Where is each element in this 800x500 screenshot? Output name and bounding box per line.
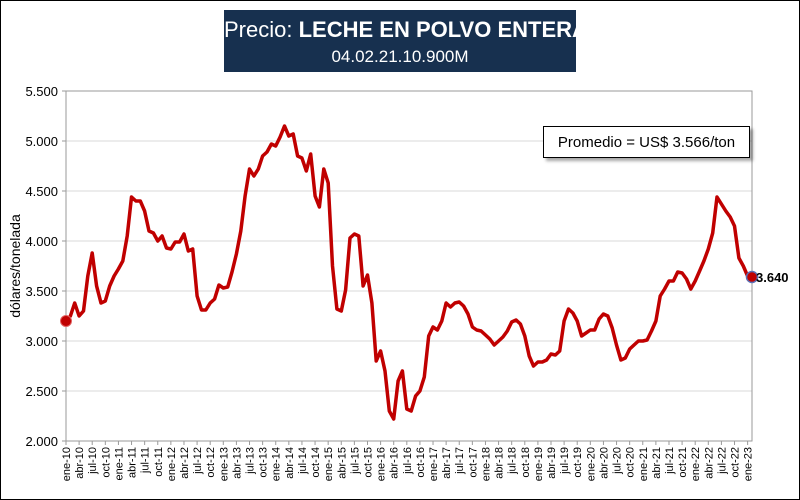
x-tick-label: jul-18 [507,447,519,475]
x-tick-label: oct-10 [100,447,112,478]
x-tick-label: abr-20 [598,447,610,479]
x-tick-label: ene-23 [743,447,755,481]
x-tick-label: oct-22 [730,447,742,478]
x-axis: ene-10 abr-10 jul-10 oct-10 ene-11 abr-11 jul-… [61,441,755,481]
x-tick-label: oct-19 [572,447,584,478]
y-tick-label: 2.500 [25,384,58,399]
y-tick-label: 3.000 [25,334,58,349]
x-tick-label: ene-20 [585,447,597,481]
first-point-marker [60,315,72,327]
x-tick-label: oct-16 [415,447,427,478]
x-tick-label: oct-21 [677,447,689,478]
plot-area [65,90,753,442]
x-tick-label: oct-14 [310,447,322,478]
x-tick-label: ene-12 [166,447,178,481]
x-tick-label: abr-14 [284,447,296,479]
y-axis: 2.000 2.500 3.000 3.500 4.000 4.500 5.000 5.500 [25,84,66,449]
x-tick-label: ene-16 [376,447,388,481]
subtitle-code: 04.02.21.10.900M [331,47,469,66]
title: Precio: LECHE EN POLVO ENTERA [224,17,588,42]
x-tick-label: jul-22 [716,447,728,475]
x-tick-label: abr-10 [74,447,86,479]
x-tick-label: ene-21 [638,447,650,481]
x-tick-label: jul-12 [192,447,204,475]
series-line [64,124,754,421]
x-tick-label: ene-19 [533,447,545,481]
title-prefix: Precio: [224,17,293,42]
x-tick-label: abr-19 [546,447,558,479]
x-tick-label: abr-18 [494,447,506,479]
x-tick-label: jul-16 [402,447,414,475]
x-tick-label: jul-14 [297,447,309,475]
x-tick-label: abr-21 [651,447,663,479]
x-tick-label: jul-13 [245,447,257,475]
x-tick-label: ene-10 [61,447,73,481]
grid-lines [66,140,752,392]
last-value-label: 3.640 [756,270,789,285]
x-tick-label: oct-17 [467,447,479,478]
x-tick-label: abr-11 [127,447,139,478]
x-tick-label: oct-15 [362,447,374,478]
x-tick-label: jul-10 [87,447,99,475]
y-tick-label: 4.500 [25,184,58,199]
x-tick-label: ene-11 [113,447,125,480]
x-tick-label: oct-11 [153,447,165,477]
y-tick-label: 2.000 [25,434,58,449]
y-tick-label: 4.000 [25,234,58,249]
x-tick-label: abr-13 [231,447,243,479]
title-product: LECHE EN POLVO ENTERA [298,17,588,42]
last-point-marker [745,270,759,284]
x-tick-label: jul-17 [454,447,466,475]
y-tick-label: 5.000 [25,134,58,149]
x-tick-label: ene-22 [690,447,702,481]
x-tick-label: ene-18 [480,447,492,481]
average-annotation: Promedio = US$ 3.566/ton [543,126,750,158]
title-box: Precio: LECHE EN POLVO ENTERA 04.02.21.1… [224,10,588,72]
x-tick-label: oct-18 [520,447,532,478]
x-tick-label: ene-17 [428,447,440,481]
x-tick-label: oct-20 [625,447,637,478]
x-tick-label: abr-17 [441,447,453,479]
series-layer [60,124,759,421]
x-tick-label: jul-20 [612,447,624,475]
y-tick-label: 3.500 [25,284,58,299]
x-tick-label: jul-19 [559,447,571,475]
x-tick-label: abr-12 [179,447,191,479]
x-tick-label: jul-11 [140,447,152,474]
x-tick-label: ene-14 [271,447,283,481]
x-tick-label: jul-21 [664,447,676,475]
x-tick-label: abr-15 [336,447,348,479]
x-tick-label: ene-13 [218,447,230,481]
x-tick-label: abr-16 [389,447,401,479]
x-tick-label: abr-22 [703,447,715,479]
x-tick-label: oct-13 [258,447,270,478]
y-tick-label: 5.500 [25,84,58,99]
y-axis-label: dólares/tonelada [7,214,23,318]
x-tick-label: jul-15 [349,447,361,475]
x-tick-label: oct-12 [205,447,217,478]
x-tick-label: ene-15 [323,447,335,481]
